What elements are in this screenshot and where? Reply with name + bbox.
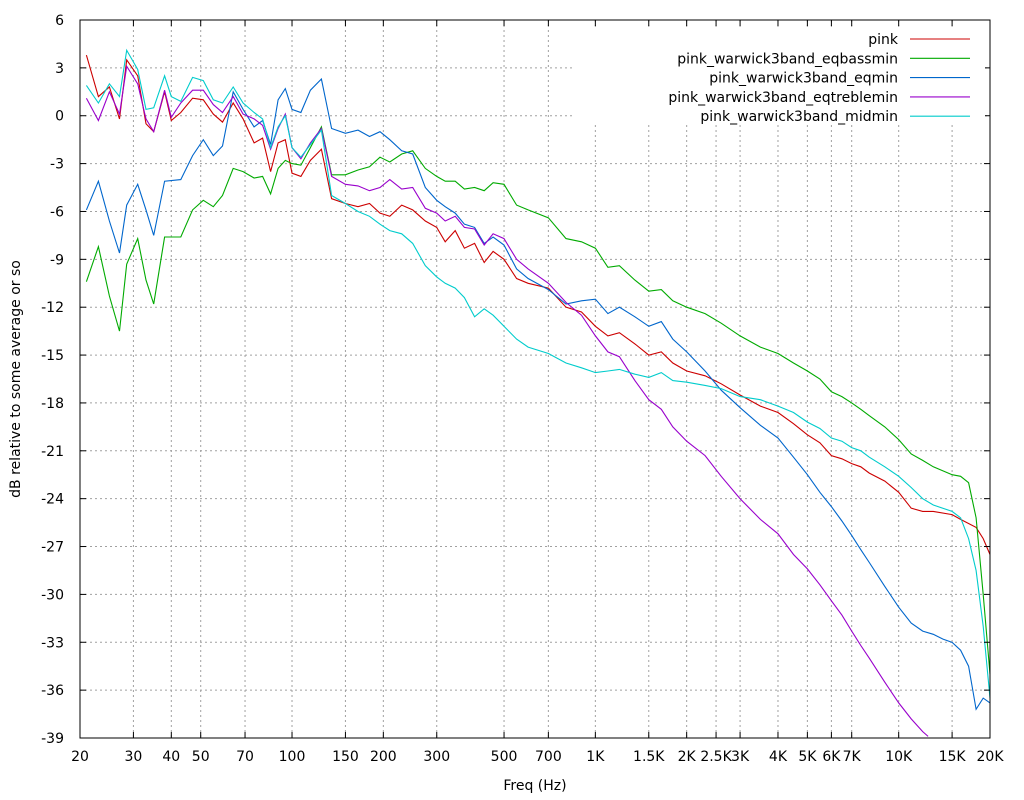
y-tick-label: -27 bbox=[41, 540, 64, 556]
x-tick-label: 200 bbox=[370, 749, 397, 765]
legend-label: pink bbox=[868, 32, 899, 48]
x-tick-label: 7K bbox=[843, 749, 862, 765]
x-tick-label: 50 bbox=[192, 749, 210, 765]
legend-label: pink_warwick3band_eqtreblemin bbox=[668, 90, 898, 106]
y-tick-label: -15 bbox=[41, 348, 64, 364]
x-tick-label: 6K bbox=[822, 749, 841, 765]
x-tick-label: 300 bbox=[423, 749, 450, 765]
series-line-3 bbox=[85, 77, 991, 711]
y-axis-tick-labels: 6 3 0 -3 -6 -9 -12 -15 -18 -21 -24 -27 -30 -33 -36 -39 bbox=[41, 13, 64, 747]
y-tick-label: -6 bbox=[50, 204, 64, 220]
x-tick-label: 1K bbox=[586, 749, 605, 765]
x-tick-label: 30 bbox=[125, 749, 143, 765]
series-line-1 bbox=[85, 54, 991, 555]
grid bbox=[80, 20, 990, 738]
x-tick-label: 2.5K bbox=[700, 749, 732, 765]
axis-ticks bbox=[79, 19, 991, 739]
y-tick-label: -3 bbox=[50, 157, 64, 173]
y-tick-label: -9 bbox=[50, 252, 64, 268]
x-tick-label: 10K bbox=[885, 749, 913, 765]
y-tick-label: -18 bbox=[41, 396, 64, 412]
x-axis-label: Freq (Hz) bbox=[503, 778, 566, 794]
series-line-4 bbox=[85, 64, 929, 737]
legend: pink pink_warwick3band_eqbassmin pink_warw… bbox=[575, 28, 985, 125]
series-line-2 bbox=[85, 125, 991, 675]
x-tick-label: 1.5K bbox=[633, 749, 665, 765]
y-tick-label: -21 bbox=[41, 444, 64, 460]
x-tick-label: 40 bbox=[162, 749, 180, 765]
y-tick-label: -36 bbox=[41, 683, 64, 699]
y-tick-label: -33 bbox=[41, 635, 64, 651]
legend-label: pink_warwick3band_eqmin bbox=[709, 71, 898, 87]
x-tick-label: 15K bbox=[939, 749, 967, 765]
y-tick-label: -24 bbox=[41, 492, 64, 508]
x-tick-label: 20 bbox=[71, 749, 89, 765]
x-tick-label: 100 bbox=[279, 749, 306, 765]
x-tick-label: 150 bbox=[332, 749, 359, 765]
x-axis-tick-labels: 20 30 40 50 70 100 150 200 300 500 700 1K 1.5K 2K 2.5K… bbox=[71, 749, 1004, 765]
y-tick-label: 3 bbox=[55, 61, 64, 77]
x-tick-label: 70 bbox=[236, 749, 254, 765]
y-axis-label: dB relative to some average or so bbox=[8, 260, 24, 498]
x-tick-label: 2K bbox=[678, 749, 697, 765]
legend-background bbox=[575, 28, 985, 124]
x-tick-label: 20K bbox=[977, 749, 1005, 765]
plot-frame bbox=[79, 19, 991, 739]
y-tick-label: -12 bbox=[41, 300, 64, 316]
y-tick-label: -30 bbox=[41, 587, 64, 603]
y-tick-label: 0 bbox=[55, 109, 64, 125]
x-tick-label: 3K bbox=[731, 749, 750, 765]
x-tick-label: 700 bbox=[535, 749, 562, 765]
x-tick-label: 5K bbox=[798, 749, 817, 765]
series-group bbox=[85, 48, 991, 737]
x-tick-label: 500 bbox=[491, 749, 518, 765]
x-tick-label: 4K bbox=[769, 749, 788, 765]
legend-label: pink_warwick3band_eqbassmin bbox=[677, 51, 898, 67]
series-line-5 bbox=[85, 48, 991, 699]
y-tick-label: -39 bbox=[41, 731, 64, 747]
y-tick-label: 6 bbox=[55, 13, 64, 29]
legend-label: pink_warwick3band_midmin bbox=[700, 109, 898, 125]
